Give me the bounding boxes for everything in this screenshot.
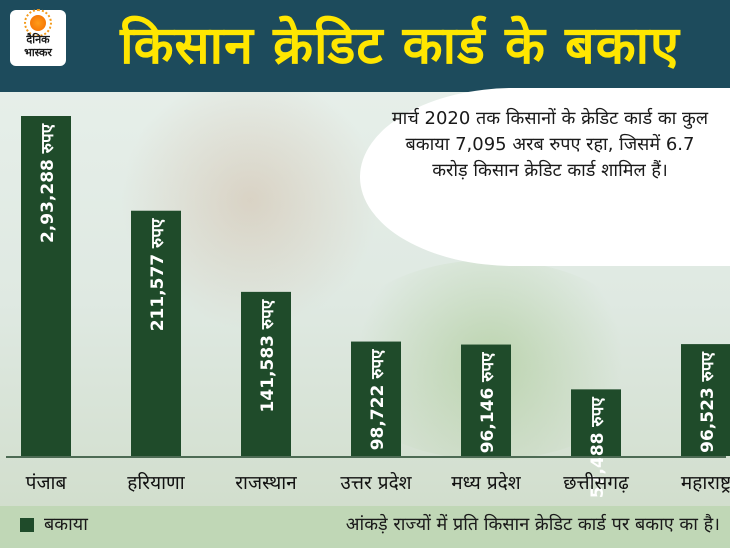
category-label: उत्तर प्रदेश [340, 471, 412, 494]
logo-text-line1: दैनिक [26, 33, 50, 46]
bar-3 [241, 291, 291, 456]
bar-6 [571, 389, 621, 456]
bar-value-label: 141,583 रुपए [258, 299, 278, 412]
bar-4 [351, 341, 401, 456]
chart-title: किसान क्रेडिट कार्ड के बकाए [120, 16, 680, 76]
category-label: महाराष्ट्र [681, 472, 730, 494]
bar-7 [681, 344, 730, 456]
note-bubble [360, 88, 730, 266]
category-label: राजस्थान [235, 472, 297, 494]
category-label: हरियाणा [127, 471, 185, 494]
legend-swatch [20, 518, 34, 532]
logo-text-line2: भास्कर [24, 46, 52, 59]
bar-2 [131, 210, 181, 456]
footnote: आंकड़े राज्यों में प्रति किसान क्रेडिट क… [345, 514, 720, 535]
x-axis-baseline [6, 456, 726, 458]
category-label: छत्तीसगढ़ [563, 471, 629, 494]
bar-value-label: 96,523 रुपए [698, 352, 718, 453]
header-banner: दैनिक भास्कर किसान क्रेडिट कार्ड के बकाए [0, 0, 730, 92]
newspaper-logo: दैनिक भास्कर [10, 9, 66, 66]
bar-value-label: 96,146 रुपए [478, 352, 498, 453]
bar-5 [461, 344, 511, 456]
bar-value-label: 2,93,288 रुपए [38, 123, 58, 243]
category-label: मध्य प्रदेश [451, 471, 521, 494]
legend-label: बकाया [44, 514, 88, 535]
bar-value-label: 57,488 रुपए [588, 397, 608, 498]
bar-1 [21, 116, 71, 456]
note-text: मार्च 2020 तक किसानों के क्रेडिट कार्ड क… [391, 108, 709, 181]
bar-value-label: 98,722 रुपए [368, 349, 388, 450]
sun-rays-icon [24, 9, 52, 37]
category-label: पंजाब [26, 472, 68, 494]
bar-value-label: 211,577 रुपए [148, 218, 168, 331]
sun-icon [30, 15, 46, 31]
footer-strip [0, 506, 730, 548]
